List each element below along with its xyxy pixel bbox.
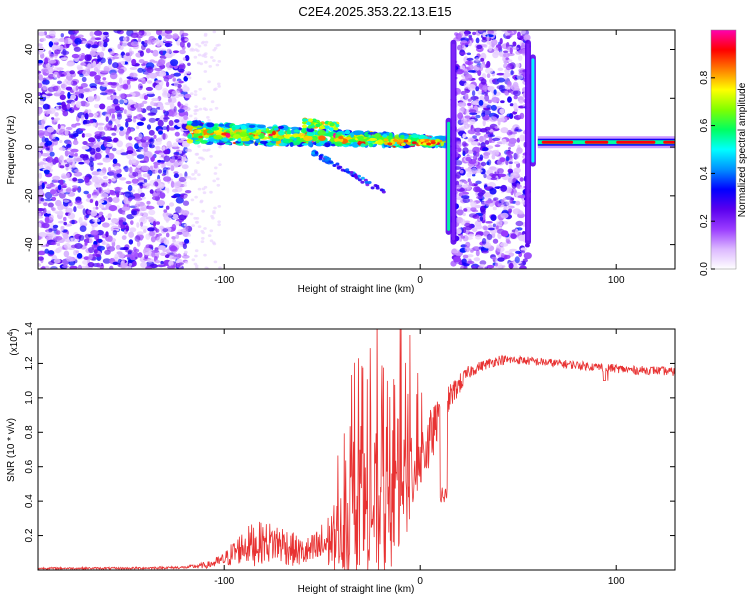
spectrogram-y-label: Frequency (Hz) <box>6 116 17 185</box>
snr-y-tick-label: 1.0 <box>24 390 35 404</box>
spectrogram-panel: -100 0 100 -40 -20 0 20 40 Height of straight … <box>6 29 676 295</box>
snr-y-tick-label: 1.4 <box>24 322 35 336</box>
snr-multiplier-exp: 4 <box>6 331 15 336</box>
spectrogram-y-tick-label: 0 <box>24 144 35 150</box>
snr-y-tick-label: 1.2 <box>24 356 35 370</box>
snr-multiplier-close: ) <box>9 328 20 331</box>
colorbar-tick-label: 0.2 <box>699 214 710 228</box>
spectrogram-x-tick-label: 100 <box>608 275 625 286</box>
colorbar-tick-label: 0.0 <box>699 262 710 276</box>
colorbar-tick-label: 0.8 <box>699 70 710 84</box>
spectrogram-y-tick-label: -20 <box>24 188 35 203</box>
snr-multiplier: (x104) <box>6 328 20 355</box>
snr-frame <box>37 328 676 571</box>
colorbar-tick-label: 0.6 <box>699 118 710 132</box>
spectrogram-x-tick-label: 0 <box>417 275 423 286</box>
colorbar-ticks: 0.0 0.2 0.4 0.6 0.8 <box>699 70 715 276</box>
spectrogram-y-ticks: -40 -20 0 20 40 <box>24 44 675 252</box>
snr-panel: -100 0 100 0.2 0.4 0.6 0.8 1.0 1.2 1.4 Height of… <box>6 322 676 595</box>
snr-x-label: Height of straight line (km) <box>298 584 415 595</box>
snr-y-tick-label: 0.8 <box>24 425 35 439</box>
snr-x-tick-label: 100 <box>608 576 625 587</box>
spectrogram-content <box>38 30 675 269</box>
colorbar-frame <box>710 29 737 270</box>
colorbar: 0.0 0.2 0.4 0.6 0.8 Normalized spectral ampl… <box>699 29 748 276</box>
snr-series <box>38 329 675 570</box>
snr-y-label: SNR (10 * v/v) <box>6 418 17 482</box>
snr-x-tick-label: -100 <box>214 576 234 587</box>
snr-x-ticks: -100 0 100 <box>214 329 625 587</box>
spectrogram-frame <box>37 29 676 270</box>
snr-x-tick-label: 0 <box>417 576 423 587</box>
figure-title: C2E4.2025.353.22.13.E15 <box>298 4 451 19</box>
spectrogram-y-tick-label: 40 <box>24 44 35 56</box>
spectrogram-x-label: Height of straight line (km) <box>298 284 415 295</box>
snr-multiplier-base: (x10 <box>9 336 20 356</box>
colorbar-label: Normalized spectral amplitude <box>737 82 748 217</box>
spectrogram-y-tick-label: -40 <box>24 237 35 252</box>
colorbar-gradient <box>711 30 736 269</box>
spectrogram-y-tick-label: 20 <box>24 92 35 104</box>
spectrogram-x-ticks: -100 0 100 <box>214 30 625 286</box>
snr-y-tick-label: 0.2 <box>24 528 35 542</box>
snr-y-tick-label: 0.4 <box>24 494 35 508</box>
snr-y-ticks: 0.2 0.4 0.6 0.8 1.0 1.2 1.4 <box>24 322 675 543</box>
snr-y-tick-label: 0.6 <box>24 459 35 473</box>
snr-line <box>38 329 675 570</box>
colorbar-tick-label: 0.4 <box>699 166 710 180</box>
spectrogram-x-tick-label: -100 <box>214 275 234 286</box>
